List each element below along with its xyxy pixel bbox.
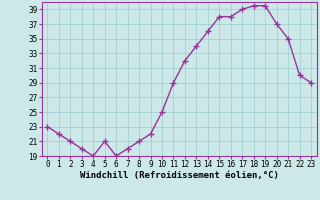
X-axis label: Windchill (Refroidissement éolien,°C): Windchill (Refroidissement éolien,°C) bbox=[80, 171, 279, 180]
